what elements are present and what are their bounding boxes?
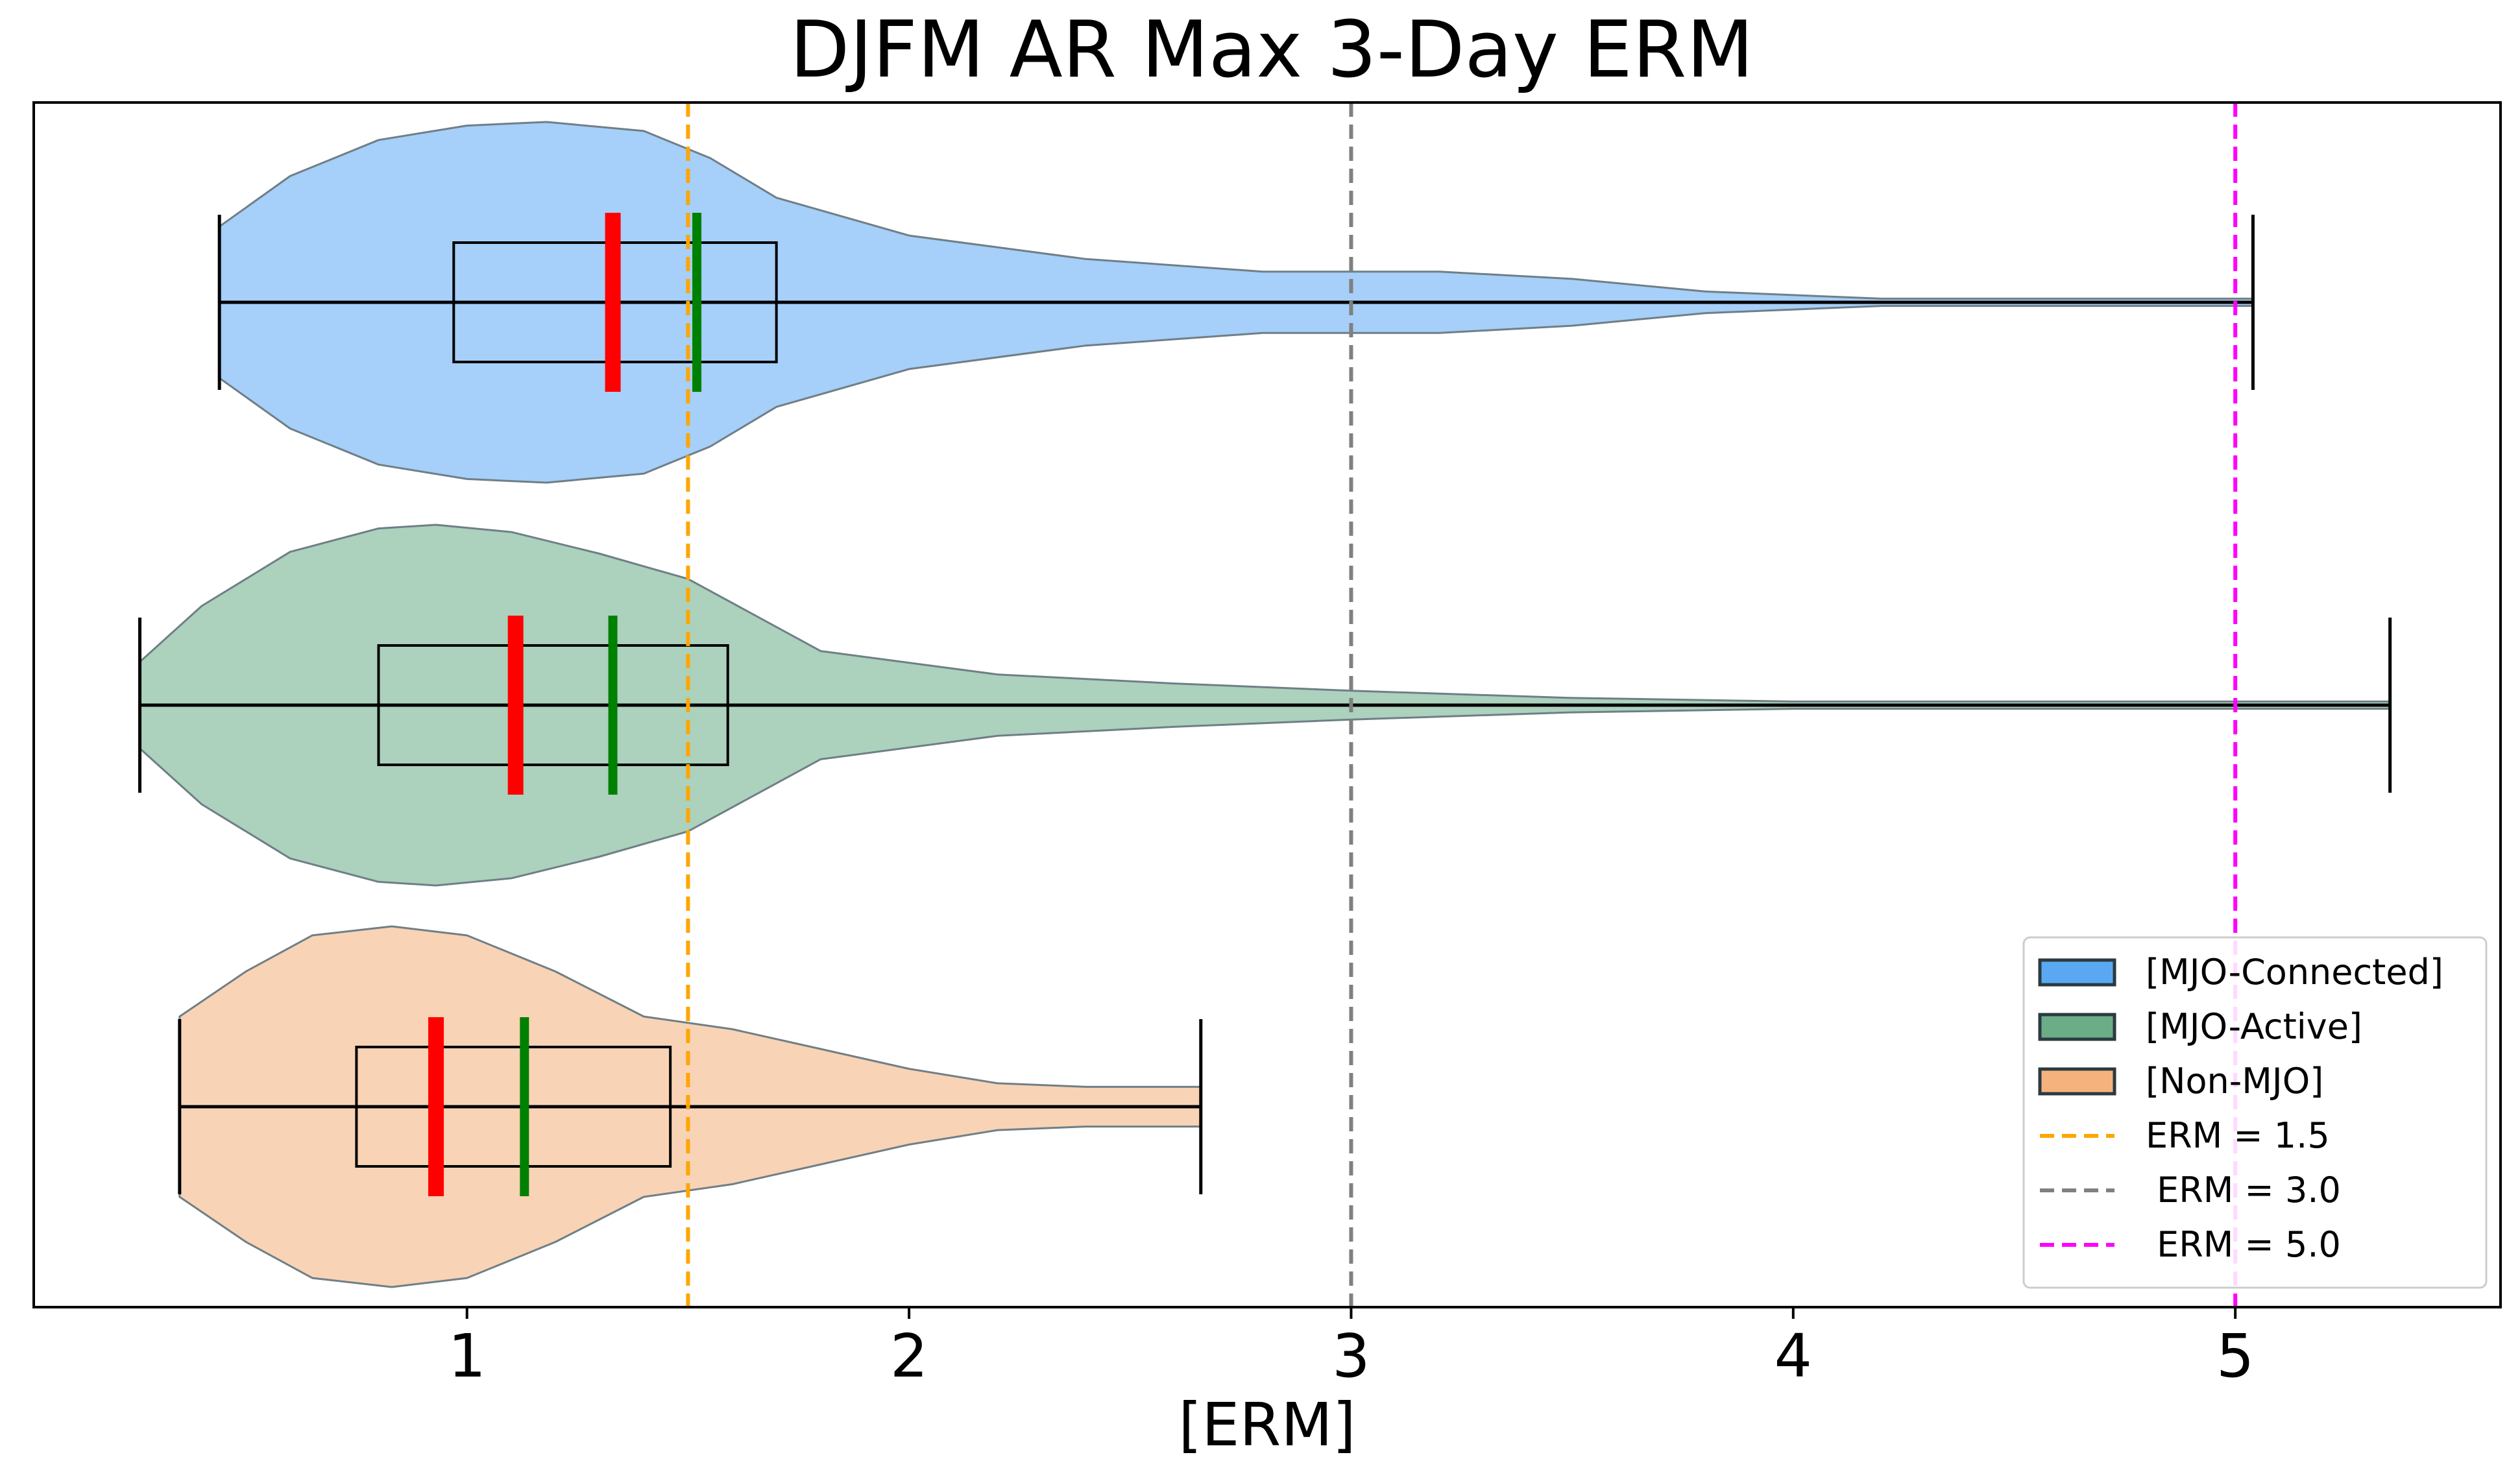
legend: [MJO-Connected] [MJO-Active] [Non-MJO] ERM … [2022,936,2488,1289]
legend-label: ERM = 3.0 [2146,1170,2341,1210]
legend-label: ERM = 1.5 [2146,1115,2330,1156]
iqr-box [355,1046,672,1168]
legend-label: [MJO-Connected] [2146,952,2443,993]
iqr-box [377,644,729,766]
x-axis: 1 2 3 4 5 [448,1307,2254,1391]
legend-swatch [2038,958,2116,987]
x-tick-label: 4 [1775,1321,1813,1391]
chart-title: DJFM AR Max 3-Day ERM [790,5,1754,95]
legend-label: ERM = 5.0 [2146,1224,2341,1265]
plot-area [138,102,2392,1307]
legend-swatch [2038,1067,2116,1096]
x-tick-label: 3 [1332,1321,1370,1391]
legend-label: [MJO-Active] [2146,1006,2362,1047]
plot-frame [32,101,2502,1308]
legend-swatch [2038,1013,2116,1041]
legend-box [2022,936,2488,1289]
x-tick-label: 2 [890,1321,928,1391]
x-axis-label: [ERM] [1178,1390,1355,1460]
x-tick-label: 1 [448,1321,486,1391]
legend-label: [Non-MJO] [2146,1061,2323,1102]
x-tick-label: 5 [2216,1321,2255,1391]
